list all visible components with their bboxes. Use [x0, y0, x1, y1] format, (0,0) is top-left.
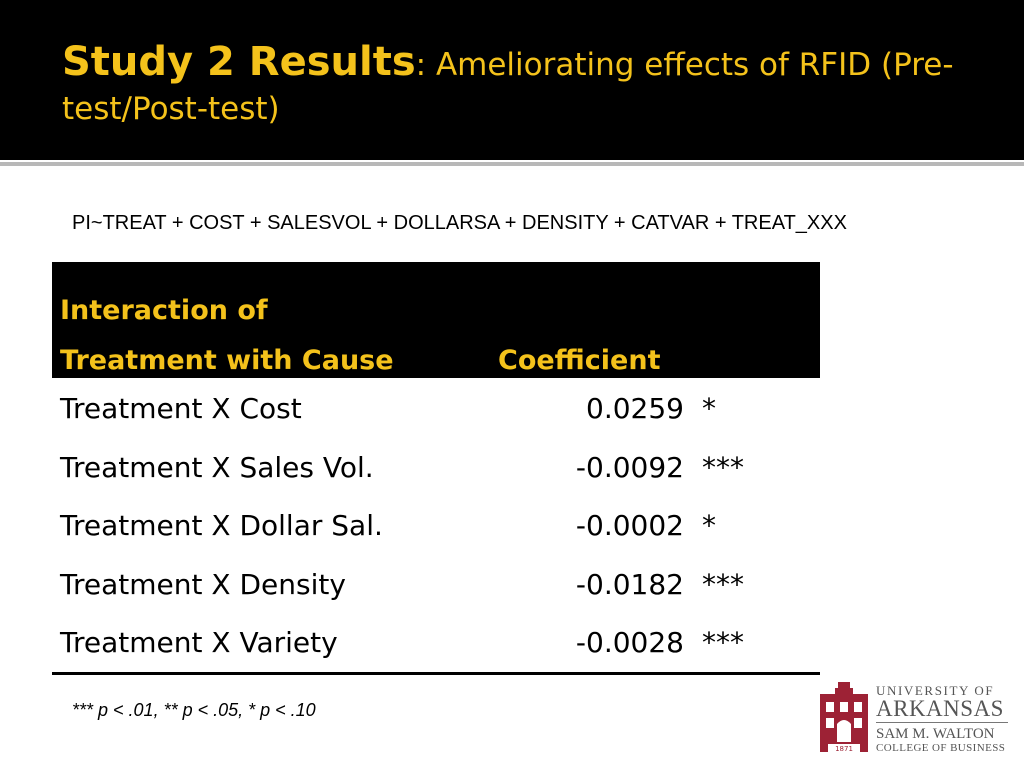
table-row: Treatment X Density -0.0182 *** [52, 560, 820, 619]
row-significance: *** [702, 450, 744, 484]
row-label: Treatment X Dollar Sal. [60, 509, 383, 542]
results-table-body: Treatment X Cost 0.0259 * Treatment X Sa… [52, 384, 820, 677]
row-coefficient: -0.0182 [575, 567, 684, 601]
row-label: Treatment X Cost [60, 392, 302, 425]
header-coefficient: Coefficient [498, 345, 661, 376]
table-row: Treatment X Sales Vol. -0.0092 *** [52, 443, 820, 502]
row-significance: * [702, 392, 716, 425]
header-interaction: Interaction of Treatment with Cause [60, 286, 394, 386]
table-header: Interaction of Treatment with Cause Coef… [52, 262, 820, 378]
header-interaction-line1: Interaction of [60, 295, 268, 326]
logo-wordmark: UNIVERSITY OF ARKANSAS SAM M. WALTON COL… [876, 684, 1008, 754]
row-significance: *** [702, 567, 744, 601]
row-coefficient: 0.0259 [586, 392, 684, 425]
header-interaction-line2: Treatment with Cause [60, 345, 394, 376]
row-coefficient: -0.0092 [575, 450, 684, 484]
university-logo: 1871 UNIVERSITY OF ARKANSAS SAM M. WALTO… [818, 680, 1014, 758]
row-label: Treatment X Density [60, 567, 346, 601]
logo-line3: SAM M. WALTON [876, 726, 995, 742]
table-row: Treatment X Cost 0.0259 * [52, 384, 820, 443]
logo-year: 1871 [835, 745, 853, 753]
significance-footnote: *** p < .01, ** p < .05, * p < .10 [72, 700, 316, 720]
old-main-logo-icon: 1871 [820, 682, 868, 753]
slide-title: Study 2 Results: Ameliorating effects of… [62, 36, 1002, 130]
table-bottom-rule [52, 672, 820, 675]
logo-line2: ARKANSAS [876, 696, 1004, 721]
row-coefficient: -0.0028 [575, 626, 684, 659]
row-coefficient: -0.0002 [575, 509, 684, 542]
logo-line4: COLLEGE OF BUSINESS [876, 742, 1006, 754]
title-rest: : Ameliorating effects of RFID (Pre-test… [62, 47, 954, 127]
row-label: Treatment X Sales Vol. [60, 450, 374, 484]
header-divider [0, 162, 1024, 166]
row-label: Treatment X Variety [60, 626, 338, 659]
logo-line1: UNIVERSITY OF [876, 683, 995, 698]
slide-header: Study 2 Results: Ameliorating effects of… [0, 0, 1024, 160]
table-row: Treatment X Dollar Sal. -0.0002 * [52, 501, 820, 560]
title-strong: Study 2 Results [62, 39, 416, 85]
table-row: Treatment X Variety -0.0028 *** [52, 618, 820, 677]
row-significance: *** [702, 626, 744, 659]
logo-divider [876, 722, 1008, 723]
model-formula: PI~TREAT + COST + SALESVOL + DOLLARSA + … [72, 212, 847, 234]
row-significance: * [702, 509, 716, 542]
